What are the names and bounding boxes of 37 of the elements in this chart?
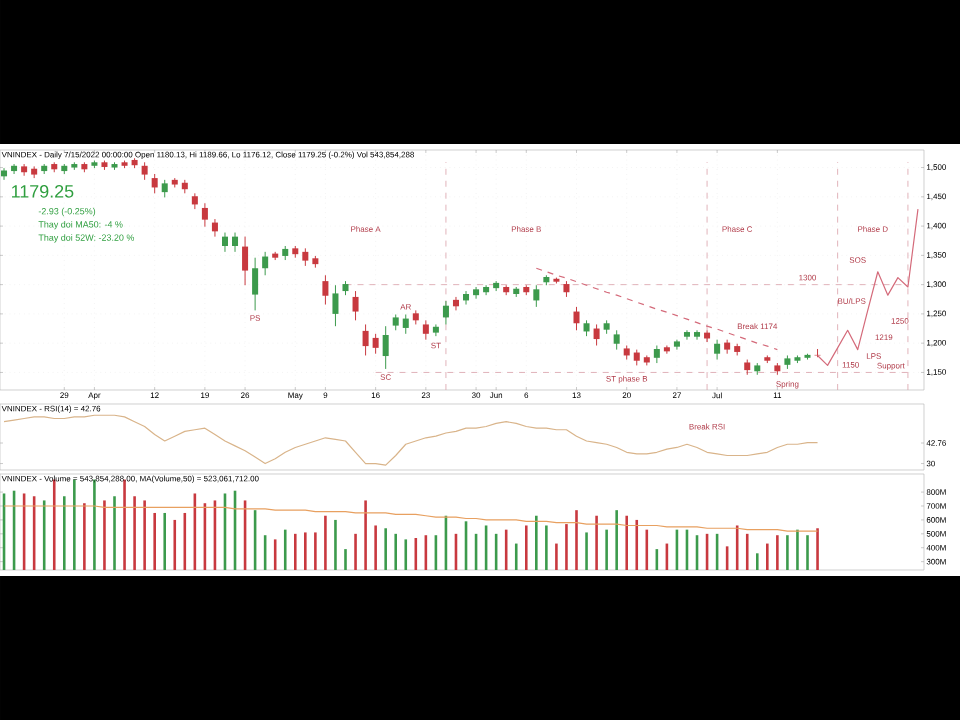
candlestick	[473, 286, 480, 300]
candlestick	[221, 232, 228, 253]
candlestick	[463, 290, 470, 306]
candlestick	[422, 319, 429, 341]
candlestick	[683, 329, 690, 341]
candlestick	[201, 202, 208, 228]
candlestick	[352, 290, 359, 321]
candlestick	[262, 251, 269, 276]
candlestick	[151, 173, 158, 194]
candlestick	[382, 325, 389, 370]
candlestick	[232, 232, 239, 253]
candlestick	[191, 192, 198, 210]
candlestick	[332, 284, 339, 327]
candlestick	[11, 163, 18, 175]
candlestick	[402, 313, 409, 335]
line-series	[535, 267, 778, 351]
candlestick	[242, 236, 249, 286]
candlestick	[252, 257, 259, 311]
candlestick	[211, 218, 218, 238]
candlestick	[483, 284, 490, 296]
candlestick	[21, 163, 28, 177]
candlestick	[1, 167, 8, 181]
candlestick	[694, 329, 701, 341]
candlestick	[613, 329, 620, 351]
candlestick	[573, 306, 580, 331]
candlestick	[372, 333, 379, 355]
candlestick	[593, 323, 600, 347]
candlestick	[663, 345, 670, 355]
candlestick	[432, 323, 439, 337]
candlestick	[533, 284, 540, 308]
line-series	[816, 208, 919, 367]
candlestick	[322, 274, 329, 306]
candlestick	[362, 323, 369, 356]
annotation: 1179.25	[12, 184, 74, 198]
candlestick	[452, 296, 459, 311]
candlestick	[442, 300, 449, 325]
candlestick	[714, 339, 721, 361]
